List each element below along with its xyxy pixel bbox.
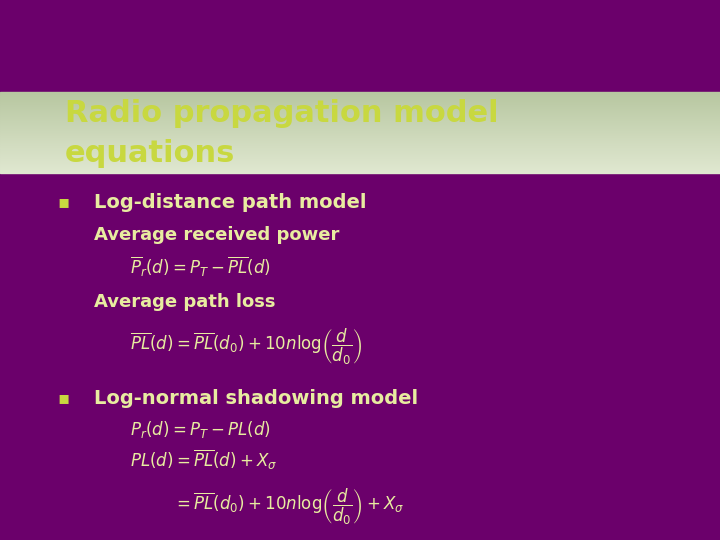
Bar	[0, 101, 720, 102]
Bar	[0, 130, 720, 131]
Text: ▪: ▪	[58, 193, 70, 212]
Bar	[0, 123, 720, 124]
Bar	[0, 128, 720, 129]
Bar	[0, 100, 720, 101]
Text: ▪: ▪	[58, 389, 70, 408]
Bar	[0, 126, 720, 127]
Bar	[0, 94, 720, 95]
Bar	[0, 116, 720, 117]
Bar	[0, 138, 720, 139]
Bar	[0, 95, 720, 96]
Bar	[0, 104, 720, 105]
Bar	[0, 103, 720, 104]
Bar	[0, 157, 720, 158]
Bar	[0, 105, 720, 106]
Bar	[0, 119, 720, 120]
Text: Log-normal shadowing model: Log-normal shadowing model	[94, 389, 418, 408]
Bar	[0, 166, 720, 167]
Bar	[0, 99, 720, 100]
Bar	[0, 115, 720, 116]
Bar	[0, 137, 720, 138]
Bar	[0, 129, 720, 130]
Bar	[0, 146, 720, 147]
Bar	[0, 143, 720, 144]
Bar	[0, 168, 720, 170]
Bar	[0, 150, 720, 151]
Bar	[0, 172, 720, 173]
Bar	[0, 133, 720, 134]
Bar	[0, 139, 720, 140]
Bar	[0, 153, 720, 154]
Text: $\overline{PL}(d) = \overline{PL}(d_0) + 10n\log\!\left(\dfrac{d}{d_0}\right)$: $\overline{PL}(d) = \overline{PL}(d_0) +…	[130, 327, 362, 367]
Bar	[0, 136, 720, 137]
Text: Average received power: Average received power	[94, 226, 339, 244]
Bar	[0, 156, 720, 157]
Bar	[0, 140, 720, 141]
Bar	[0, 107, 720, 108]
Bar	[0, 109, 720, 110]
Bar	[0, 118, 720, 119]
Bar	[0, 132, 720, 133]
Bar	[0, 127, 720, 128]
Bar	[0, 165, 720, 166]
Bar	[0, 125, 720, 126]
Bar	[0, 102, 720, 103]
Bar	[0, 160, 720, 161]
Bar	[0, 124, 720, 125]
Bar	[0, 108, 720, 109]
Text: $PL(d) = \overline{PL}(d) + X_{\sigma}$: $PL(d) = \overline{PL}(d) + X_{\sigma}$	[130, 448, 277, 472]
Bar	[0, 134, 720, 136]
Bar	[0, 97, 720, 98]
Bar	[0, 112, 720, 113]
Bar	[0, 111, 720, 112]
Text: $= \overline{PL}(d_0) + 10n\log\!\left(\dfrac{d}{d_0}\right) + X_{\sigma}$: $= \overline{PL}(d_0) + 10n\log\!\left(\…	[173, 487, 405, 526]
Text: Radio propagation model: Radio propagation model	[65, 99, 498, 128]
Bar	[0, 96, 720, 97]
Bar	[0, 92, 720, 93]
Bar	[0, 144, 720, 145]
Bar	[0, 113, 720, 114]
Bar	[0, 98, 720, 99]
Bar	[0, 122, 720, 123]
Bar	[0, 152, 720, 153]
Bar	[0, 167, 720, 168]
Text: $\overline{P}_r(d) = P_T - \overline{PL}(d)$: $\overline{P}_r(d) = P_T - \overline{PL}…	[130, 255, 271, 279]
Bar	[0, 147, 720, 149]
Bar	[0, 117, 720, 118]
Bar	[0, 164, 720, 165]
Bar	[0, 106, 720, 107]
Bar	[0, 131, 720, 132]
Bar	[0, 120, 720, 121]
Bar	[0, 159, 720, 160]
Bar	[0, 110, 720, 111]
Text: Log-distance path model: Log-distance path model	[94, 193, 366, 212]
Bar	[0, 114, 720, 115]
Text: $P_r(d) = P_T - PL(d)$: $P_r(d) = P_T - PL(d)$	[130, 419, 270, 440]
Bar	[0, 171, 720, 172]
Bar	[0, 141, 720, 143]
Bar	[0, 93, 720, 94]
Text: equations: equations	[65, 139, 235, 168]
Bar	[0, 161, 720, 163]
Bar	[0, 154, 720, 156]
Bar	[0, 121, 720, 122]
Bar	[0, 148, 720, 150]
Bar	[0, 163, 720, 164]
Bar	[0, 151, 720, 152]
Bar	[0, 158, 720, 159]
Text: Average path loss: Average path loss	[94, 293, 275, 312]
Bar	[0, 170, 720, 171]
Bar	[0, 145, 720, 146]
